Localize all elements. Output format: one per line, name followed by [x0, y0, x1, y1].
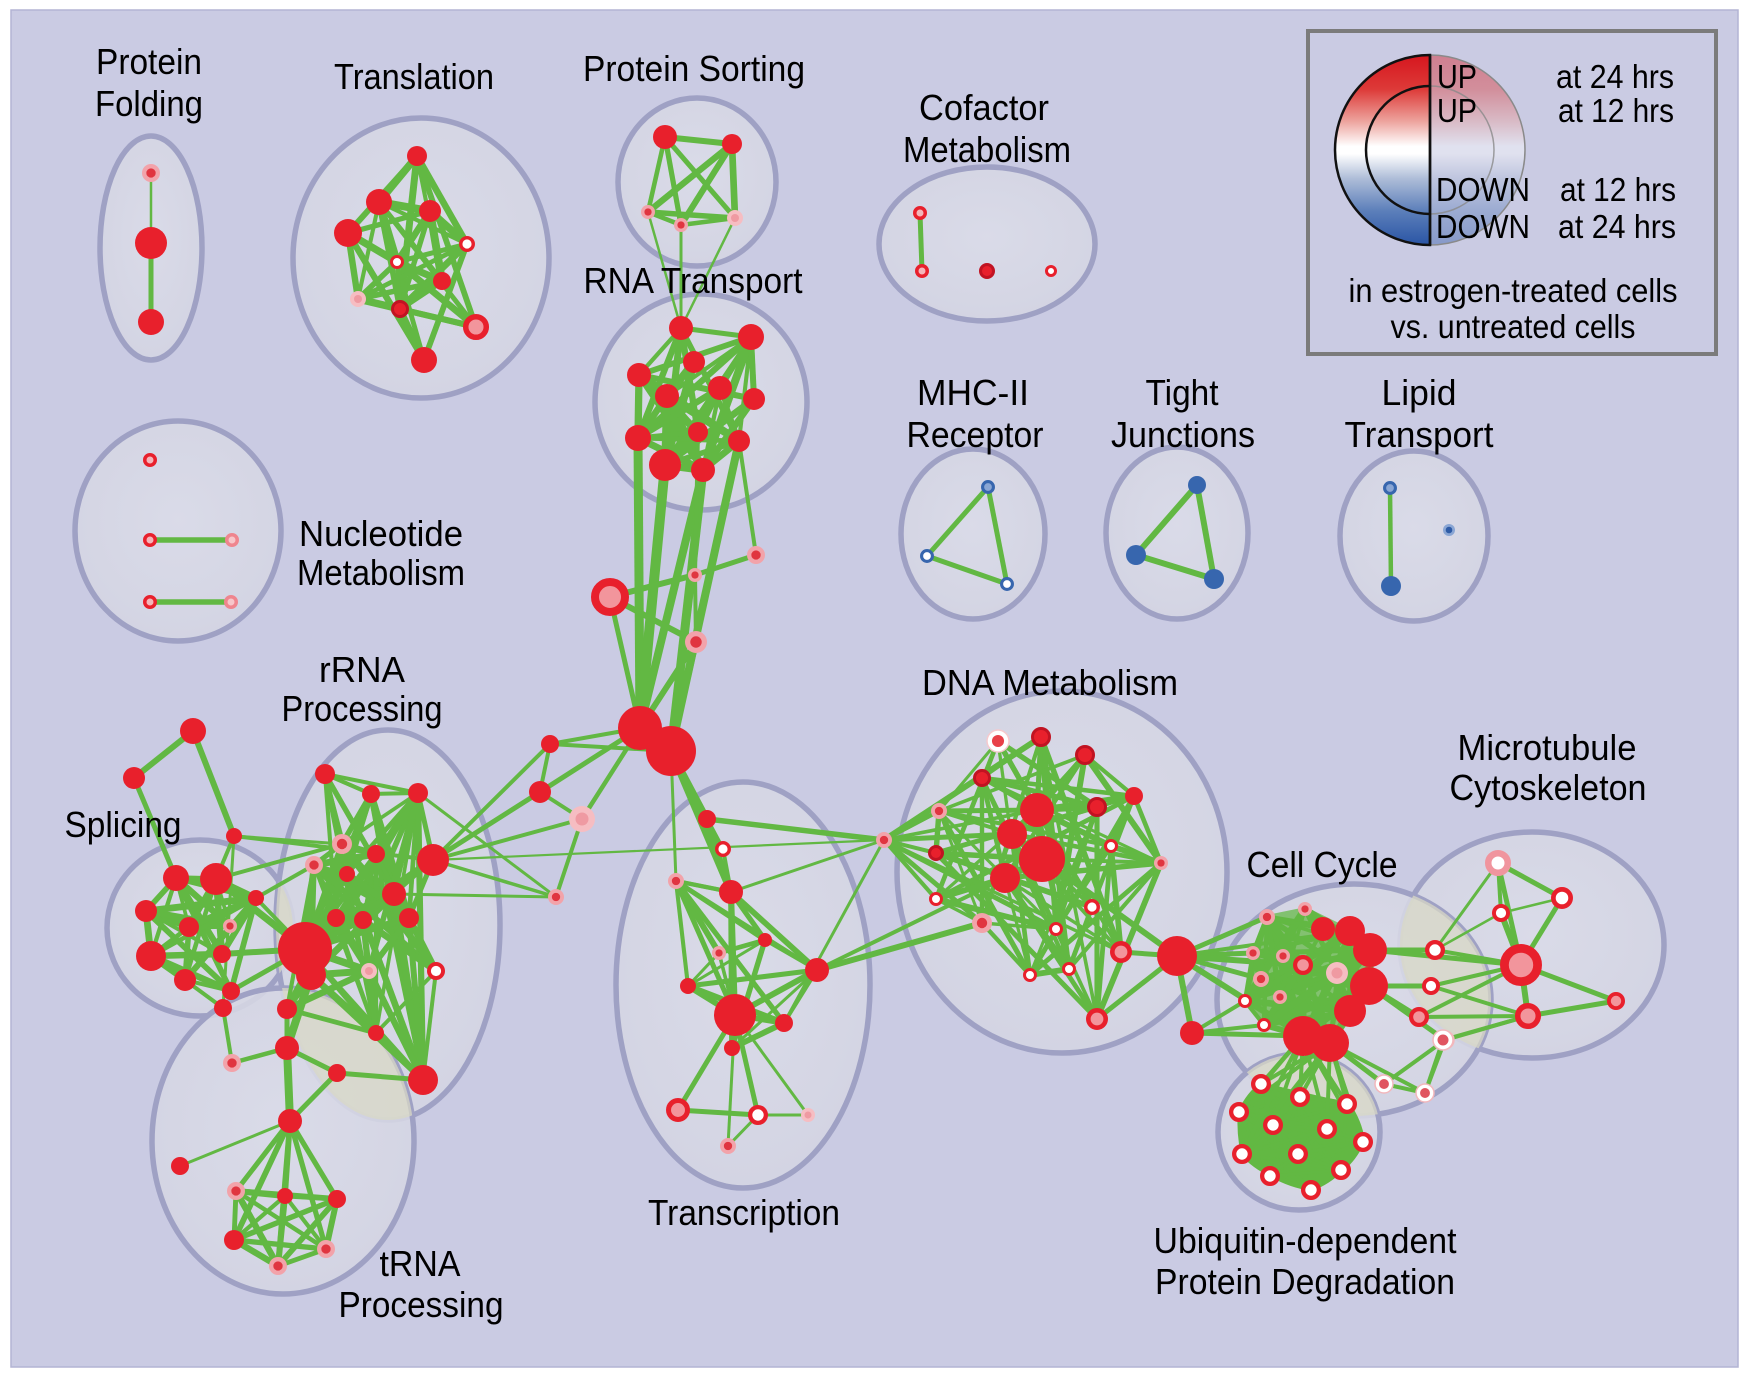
svg-text:rRNA: rRNA: [319, 649, 406, 690]
svg-text:Ubiquitin-dependent: Ubiquitin-dependent: [1154, 1220, 1457, 1261]
svg-text:MHC-II: MHC-II: [917, 372, 1029, 413]
svg-text:Processing: Processing: [282, 688, 443, 729]
svg-text:at 12 hrs: at 12 hrs: [1560, 171, 1676, 208]
svg-text:Junctions: Junctions: [1111, 414, 1255, 455]
svg-text:Metabolism: Metabolism: [297, 552, 465, 593]
svg-text:DOWN: DOWN: [1436, 171, 1530, 208]
svg-text:Cytoskeleton: Cytoskeleton: [1450, 767, 1647, 808]
svg-text:at 12 hrs: at 12 hrs: [1558, 92, 1674, 129]
svg-text:Protein Sorting: Protein Sorting: [583, 48, 805, 89]
svg-text:at 24 hrs: at 24 hrs: [1556, 58, 1674, 95]
svg-text:at 24 hrs: at 24 hrs: [1558, 208, 1676, 245]
svg-text:Protein Degradation: Protein Degradation: [1155, 1261, 1455, 1302]
svg-text:Transcription: Transcription: [648, 1192, 840, 1233]
svg-text:vs. untreated cells: vs. untreated cells: [1391, 308, 1636, 345]
svg-text:Metabolism: Metabolism: [903, 129, 1071, 170]
svg-text:in estrogen-treated cells: in estrogen-treated cells: [1349, 272, 1678, 309]
svg-text:Microtubule: Microtubule: [1458, 727, 1637, 768]
svg-text:Transport: Transport: [1345, 414, 1494, 455]
svg-text:UP: UP: [1437, 58, 1477, 95]
svg-text:UP: UP: [1437, 92, 1477, 129]
svg-text:Folding: Folding: [95, 83, 203, 124]
svg-text:Tight: Tight: [1146, 372, 1219, 413]
svg-text:Protein: Protein: [96, 41, 202, 82]
svg-text:Receptor: Receptor: [907, 414, 1044, 455]
svg-text:Lipid: Lipid: [1382, 372, 1457, 413]
svg-text:DOWN: DOWN: [1436, 208, 1530, 245]
svg-text:Translation: Translation: [334, 56, 494, 97]
svg-text:Splicing: Splicing: [65, 804, 182, 845]
svg-text:DNA Metabolism: DNA Metabolism: [922, 662, 1178, 703]
svg-text:Cofactor: Cofactor: [919, 87, 1049, 128]
svg-text:Cell Cycle: Cell Cycle: [1247, 844, 1398, 885]
svg-text:RNA Transport: RNA Transport: [584, 260, 803, 301]
svg-text:tRNA: tRNA: [380, 1243, 462, 1284]
svg-text:Processing: Processing: [339, 1284, 504, 1325]
svg-text:Nucleotide: Nucleotide: [299, 513, 463, 554]
